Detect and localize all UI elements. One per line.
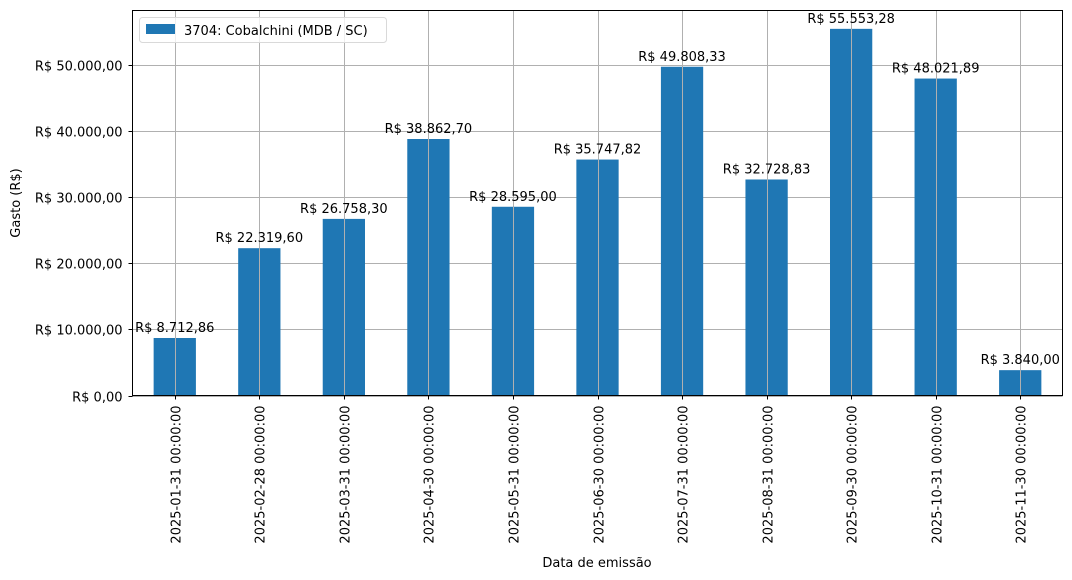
- x-tick-label: 2025-03-31 00:00:00: [339, 406, 354, 544]
- legend-box: [139, 17, 387, 43]
- x-tick-label: 2025-05-31 00:00:00: [508, 406, 523, 544]
- x-tick-label: 2025-06-30 00:00:00: [593, 406, 608, 544]
- bar-value-label: R$ 49.808,33: [638, 50, 726, 65]
- bar: [491, 206, 535, 396]
- bar: [153, 337, 196, 396]
- bar-value-label: R$ 26.758,30: [300, 202, 388, 217]
- bar: [745, 179, 788, 396]
- bar-value-label: R$ 35.747,82: [554, 143, 642, 158]
- bar-value-label: R$ 28.595,00: [469, 190, 557, 205]
- legend: 3704: Cobalchini (MDB / SC): [139, 17, 387, 43]
- bar-value-label: R$ 22.319,60: [216, 231, 304, 246]
- bar-value-label: R$ 8.712,86: [135, 321, 214, 336]
- y-tick-label: R$ 20.000,00: [35, 258, 123, 273]
- bar: [576, 159, 619, 396]
- x-axis-ticks: 2025-01-31 00:00:00 2025-02-28 00:00:00 20…: [170, 395, 1030, 544]
- x-tick-label: 2025-09-30 00:00:00: [846, 406, 861, 544]
- bar-value-label: R$ 38.862,70: [385, 122, 473, 137]
- bar: [322, 218, 365, 396]
- x-tick-label: 2025-04-30 00:00:00: [423, 406, 438, 544]
- bar: [914, 78, 957, 396]
- y-tick-label: R$ 40.000,00: [35, 126, 123, 141]
- x-tick-label: 2025-11-30 00:00:00: [1015, 406, 1030, 544]
- y-axis-ticks: R$ 0,00 R$ 10.000,00 R$ 20.000,00 R$ 30.000…: [35, 60, 133, 406]
- bar-value-label: R$ 32.728,83: [723, 162, 811, 177]
- x-tick-label: 2025-01-31 00:00:00: [170, 406, 185, 544]
- bar-value-label: R$ 48.021,89: [892, 62, 980, 77]
- bar-value-label: R$ 55.553,28: [807, 12, 895, 27]
- x-tick-label: 2025-08-31 00:00:00: [762, 406, 777, 544]
- plot-area-frame: [132, 10, 1063, 396]
- x-tick-label: 2025-10-31 00:00:00: [931, 406, 946, 544]
- bar-value-label: R$ 3.840,00: [981, 353, 1060, 368]
- bar-value-labels: R$ 8.712,86 R$ 22.319,60 R$ 26.758,30 R$ 38…: [135, 12, 1060, 396]
- y-axis-label: Gasto (R$): [9, 168, 24, 237]
- legend-swatch: [146, 24, 175, 34]
- legend-label: 3704: Cobalchini (MDB / SC): [184, 24, 368, 39]
- x-tick-label: 2025-07-31 00:00:00: [677, 406, 692, 544]
- y-tick-label: R$ 0,00: [72, 391, 122, 406]
- y-tick-label: R$ 50.000,00: [35, 60, 123, 75]
- y-tick-label: R$ 30.000,00: [35, 192, 123, 207]
- x-tick-label: 2025-02-28 00:00:00: [254, 406, 269, 544]
- x-axis-label: Data de emissão: [542, 556, 651, 571]
- y-tick-label: R$ 10.000,00: [35, 324, 123, 339]
- bars: [153, 28, 1042, 396]
